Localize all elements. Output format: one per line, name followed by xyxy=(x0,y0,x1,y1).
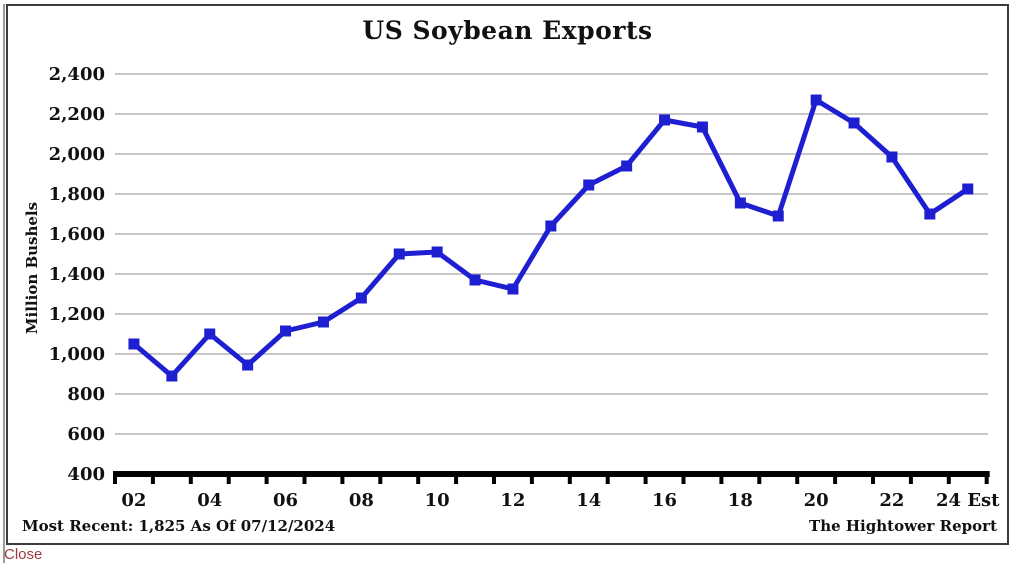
x-axis-tick xyxy=(681,471,686,484)
data-point-05 xyxy=(242,359,254,371)
x-tick-label: 14 xyxy=(576,490,601,511)
data-point-20 xyxy=(810,94,822,106)
data-point-03 xyxy=(166,370,178,382)
y-tick-label: 800 xyxy=(67,384,105,405)
data-point-07 xyxy=(317,316,329,328)
x-axis-tick xyxy=(113,471,117,484)
y-tick-label: 1,800 xyxy=(49,184,105,205)
data-point-24-Est xyxy=(962,183,974,195)
x-axis-tick xyxy=(795,471,800,484)
data-point-08 xyxy=(355,292,367,304)
x-axis-line xyxy=(114,471,990,477)
x-tick-label: 08 xyxy=(349,490,374,511)
x-tick-label: 18 xyxy=(728,490,753,511)
y-tick-label: 1,600 xyxy=(49,224,105,245)
line-chart-svg: 400 600 800 1,000 1,200 1,400 1,600 1,800 2,000 2… xyxy=(49,64,1001,511)
x-axis-tick xyxy=(188,471,193,484)
x-tick-label: 02 xyxy=(121,490,146,511)
data-point-14 xyxy=(583,179,595,191)
x-axis-tick xyxy=(946,471,951,484)
data-point-06 xyxy=(280,325,292,337)
close-link[interactable]: Close xyxy=(4,546,43,563)
x-tick-label: 04 xyxy=(197,490,222,511)
x-axis-tick xyxy=(264,471,269,484)
data-point-15 xyxy=(621,160,633,172)
x-axis-tick xyxy=(757,471,762,484)
x-axis-tick xyxy=(908,471,913,484)
y-tick-label: 2,200 xyxy=(49,104,105,125)
x-tick-label: 06 xyxy=(273,490,298,511)
x-axis-tick xyxy=(492,471,496,484)
data-point-10 xyxy=(431,246,443,258)
data-point-23 xyxy=(924,208,936,220)
data-point-17 xyxy=(696,121,708,133)
x-axis-tick xyxy=(150,471,155,484)
x-axis-tick xyxy=(340,471,345,484)
data-point-18 xyxy=(734,197,746,209)
data-point-13 xyxy=(545,220,557,232)
data-point-12 xyxy=(507,283,519,295)
x-axis-tick xyxy=(833,471,838,484)
x-axis-tick xyxy=(416,471,421,484)
data-point-16 xyxy=(659,114,671,126)
x-axis-tick xyxy=(454,471,459,484)
chart-frame: US Soybean Exports Million Bushels 400 60… xyxy=(6,4,1009,545)
x-axis-tick xyxy=(378,471,383,484)
x-axis-tick xyxy=(605,471,610,484)
x-axis-tick xyxy=(529,471,534,484)
x-tick-label: 22 xyxy=(879,490,904,511)
x-axis-tick xyxy=(719,471,724,484)
x-axis-tick xyxy=(567,471,572,484)
data-point-02 xyxy=(128,338,140,350)
data-point-19 xyxy=(772,210,784,222)
y-tick-label: 1,000 xyxy=(49,344,105,365)
y-tick-label: 1,200 xyxy=(49,304,105,325)
y-tick-label: 2,400 xyxy=(49,64,105,85)
x-axis-tick xyxy=(984,471,989,484)
x-axis-tick xyxy=(643,471,648,484)
data-point-21 xyxy=(848,117,860,129)
x-axis-tick xyxy=(226,471,231,484)
y-tick-label: 600 xyxy=(67,424,105,445)
data-point-09 xyxy=(393,248,405,260)
x-tick-label: 20 xyxy=(804,490,829,511)
data-point-22 xyxy=(886,151,898,163)
most-recent-label: Most Recent: 1,825 As Of 07/12/2024 xyxy=(22,517,336,535)
x-axis-tick xyxy=(871,471,875,484)
y-tick-label: 1,400 xyxy=(49,264,105,285)
x-tick-label: 24 Est xyxy=(936,490,1000,511)
x-tick-label: 12 xyxy=(500,490,525,511)
x-tick-label: 10 xyxy=(425,490,450,511)
source-label: The Hightower Report xyxy=(809,517,997,535)
y-tick-label: 2,000 xyxy=(49,144,105,165)
data-line xyxy=(131,97,971,379)
data-point-04 xyxy=(204,328,216,340)
data-point-11 xyxy=(469,274,481,286)
x-tick-label: 16 xyxy=(652,490,677,511)
x-axis-tick xyxy=(302,471,307,484)
chart-title: US Soybean Exports xyxy=(362,16,653,45)
window-left-edge xyxy=(3,4,5,563)
y-tick-label: 400 xyxy=(67,464,105,485)
